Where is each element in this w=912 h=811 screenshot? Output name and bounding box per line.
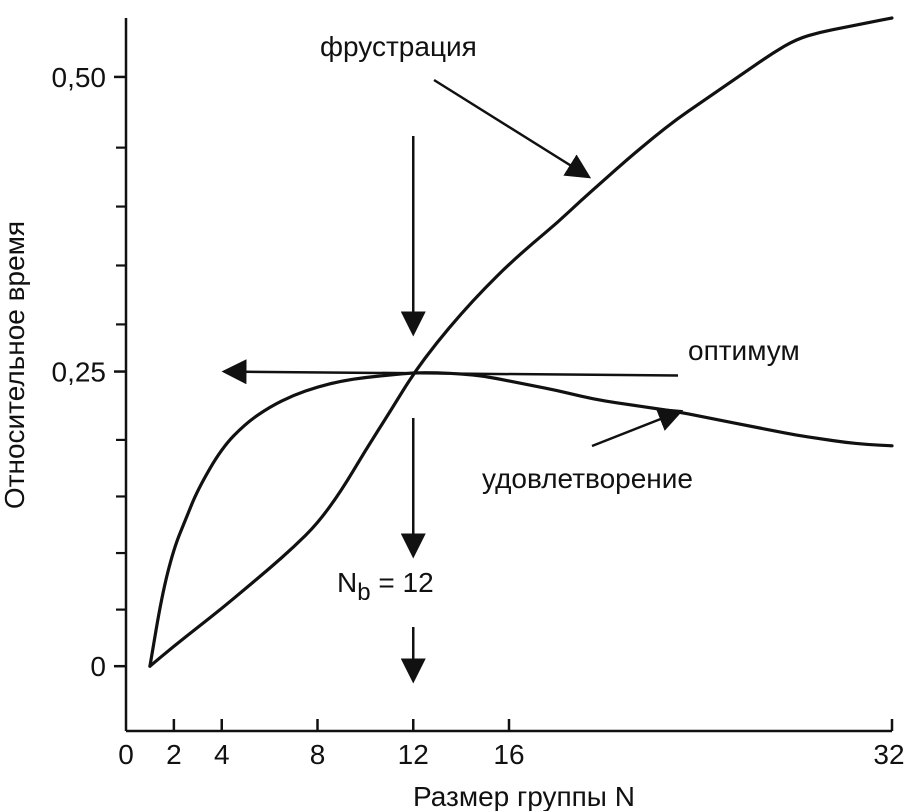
optimum-label: оптимум bbox=[688, 335, 800, 366]
series-group bbox=[148, 16, 894, 668]
x-tick-label-2: 4 bbox=[214, 739, 230, 770]
x-ticks-group: 0 2 4 8 12 16 32 bbox=[118, 719, 905, 770]
x-tick-label-5: 16 bbox=[493, 739, 524, 770]
y-ticks-group: 0 0,25 0,50 bbox=[52, 62, 126, 682]
x-tick-label-0: 0 bbox=[118, 739, 134, 770]
y-axis-title: Относительное время bbox=[0, 221, 30, 509]
x-tick-label-3: 8 bbox=[310, 739, 326, 770]
x-tick-label-1: 2 bbox=[166, 739, 182, 770]
satisfaction-label-arrow bbox=[591, 407, 684, 448]
frustration-label-arrow bbox=[433, 78, 592, 179]
optimum-arrow bbox=[221, 359, 679, 385]
nb-subscript: b bbox=[357, 579, 370, 606]
satisfaction-curve bbox=[148, 371, 894, 668]
x-tick-label-6: 32 bbox=[873, 739, 904, 770]
nb-equals-12-label: Nb = 12 bbox=[337, 567, 434, 606]
satisfaction-label: удовлетворение bbox=[482, 463, 693, 494]
nb-symbol: N bbox=[337, 567, 357, 598]
frustration-label: фрустрация bbox=[320, 31, 477, 62]
y-tick-label-0: 0 bbox=[90, 651, 106, 682]
x-axis-title: Размер группы N bbox=[413, 781, 635, 811]
frustration-curve bbox=[148, 16, 894, 668]
y-tick-label-1: 0,25 bbox=[52, 357, 107, 388]
x-tick-label-4: 12 bbox=[398, 739, 429, 770]
y-tick-label-2: 0,50 bbox=[52, 62, 107, 93]
nb-value: = 12 bbox=[371, 567, 434, 598]
